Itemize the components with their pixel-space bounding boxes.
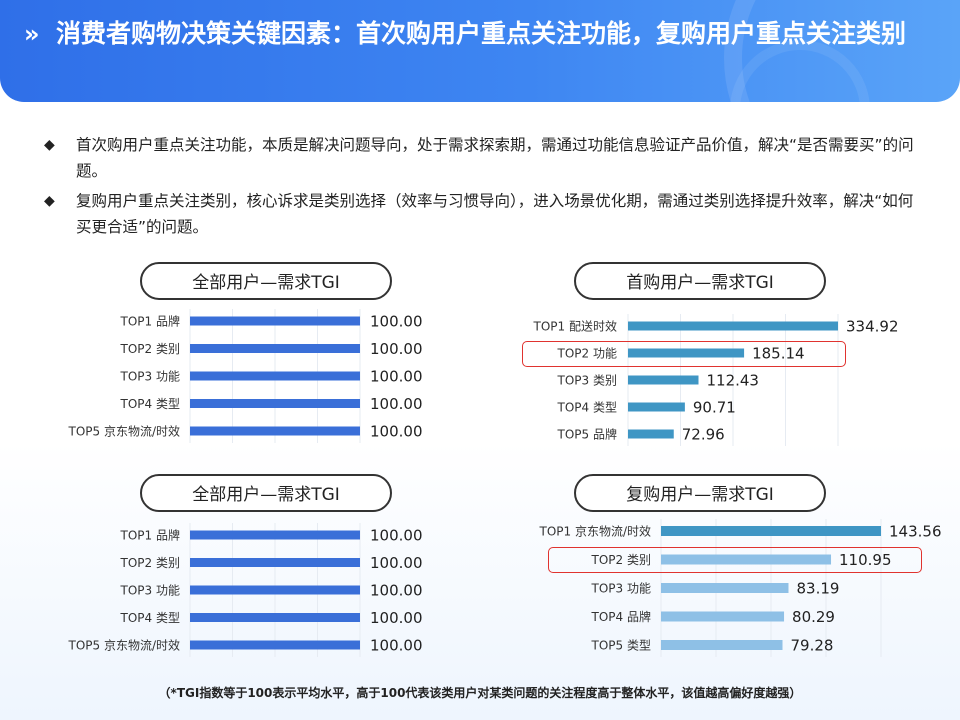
- category-label: TOP1 品牌: [120, 315, 180, 329]
- bar: [190, 399, 360, 408]
- bullet-item: ◆ 复购用户重点关注类别，核心诉求是类别选择（效率与习惯导向），进入场景优化期，…: [44, 188, 924, 240]
- value-label: 100.00: [370, 368, 423, 386]
- category-label: TOP4 类型: [120, 397, 180, 411]
- category-label: TOP3 功能: [120, 370, 180, 384]
- chart-title-pill: 首购用户—需求TGI: [574, 262, 826, 300]
- category-label: TOP2 类别: [120, 342, 180, 356]
- value-label: 100.00: [370, 395, 423, 413]
- value-label: 100.00: [370, 423, 423, 441]
- category-label: TOP2 功能: [557, 347, 617, 361]
- category-label: TOP5 京东物流/时效: [67, 424, 180, 439]
- bar: [190, 613, 360, 622]
- bar: [190, 426, 360, 436]
- bar: [190, 371, 360, 381]
- footnote: （*TGI指数等于100表示平均水平，高于100代表该类用户对某类问题的关注程度…: [158, 686, 802, 700]
- chart-title-pill: 全部用户—需求TGI: [140, 262, 392, 300]
- category-label: TOP2 类别: [591, 553, 651, 567]
- chart-title-pill: 全部用户—需求TGI: [140, 474, 392, 512]
- category-label: TOP1 品牌: [120, 529, 180, 543]
- category-label: TOP4 品牌: [591, 610, 651, 624]
- category-label: TOP4 类型: [557, 401, 617, 415]
- value-label: 79.28: [790, 637, 833, 655]
- value-label: 83.19: [796, 580, 839, 598]
- bar: [190, 640, 360, 650]
- bar: [661, 554, 832, 565]
- bar: [190, 344, 360, 353]
- value-label: 100.00: [370, 637, 423, 655]
- diamond-icon: ◆: [44, 137, 55, 153]
- diamond-icon: ◆: [44, 193, 55, 209]
- highlight-box: [522, 341, 846, 367]
- highlight-box: [548, 547, 922, 573]
- bullet-item: ◆ 首次购用户重点关注功能，本质是解决问题导向，处于需求探索期，需通过功能信息验…: [44, 132, 924, 184]
- category-label: TOP5 品牌: [557, 428, 617, 442]
- bullet-text: 首次购用户重点关注功能，本质是解决问题导向，处于需求探索期，需通过功能信息验证产…: [76, 136, 914, 180]
- category-label: TOP5 京东物流/时效: [67, 638, 180, 653]
- bar: [661, 526, 881, 536]
- value-label: 72.96: [682, 426, 725, 444]
- chart-title-pill: 复购用户—需求TGI: [574, 474, 826, 512]
- value-label: 143.56: [889, 523, 942, 541]
- bar: [190, 316, 360, 326]
- value-label: 100.00: [370, 554, 423, 572]
- bullet-list: ◆ 首次购用户重点关注功能，本质是解决问题导向，处于需求探索期，需通过功能信息验…: [44, 132, 924, 244]
- bullet-text: 复购用户重点关注类别，核心诉求是类别选择（效率与习惯导向），进入场景优化期，需通…: [76, 192, 914, 236]
- page-background: [0, 102, 960, 720]
- bar: [628, 375, 699, 385]
- bar: [628, 429, 674, 439]
- category-label: TOP4 类型: [120, 611, 180, 625]
- bar: [628, 321, 838, 331]
- bar: [628, 348, 745, 358]
- bar: [628, 402, 685, 412]
- page-title: 消费者购物决策关键因素：首次购用户重点关注功能，复购用户重点关注类别: [56, 19, 907, 48]
- category-label: TOP5 类型: [591, 639, 651, 653]
- value-label: 185.14: [752, 345, 805, 363]
- value-label: 100.00: [370, 340, 423, 358]
- value-label: 100.00: [370, 582, 423, 600]
- value-label: 112.43: [706, 372, 759, 390]
- category-label: TOP2 类别: [120, 556, 180, 570]
- bar: [661, 583, 789, 593]
- value-label: 80.29: [792, 608, 835, 626]
- category-label: TOP3 功能: [591, 582, 651, 596]
- value-label: 100.00: [370, 609, 423, 627]
- category-label: TOP3 类别: [557, 374, 617, 388]
- bar: [661, 640, 783, 650]
- category-label: TOP1 配送时效: [533, 319, 617, 334]
- value-label: 334.92: [846, 318, 899, 336]
- value-label: 100.00: [370, 313, 423, 331]
- value-label: 100.00: [370, 527, 423, 545]
- bar: [190, 585, 360, 595]
- value-label: 110.95: [839, 551, 892, 569]
- title-banner: » 消费者购物决策关键因素：首次购用户重点关注功能，复购用户重点关注类别: [0, 0, 960, 102]
- value-label: 90.71: [693, 399, 736, 417]
- category-label: TOP1 京东物流/时效: [538, 524, 651, 539]
- bar: [190, 558, 360, 567]
- category-label: TOP3 功能: [120, 584, 180, 598]
- bar: [661, 611, 785, 622]
- bar: [190, 530, 360, 540]
